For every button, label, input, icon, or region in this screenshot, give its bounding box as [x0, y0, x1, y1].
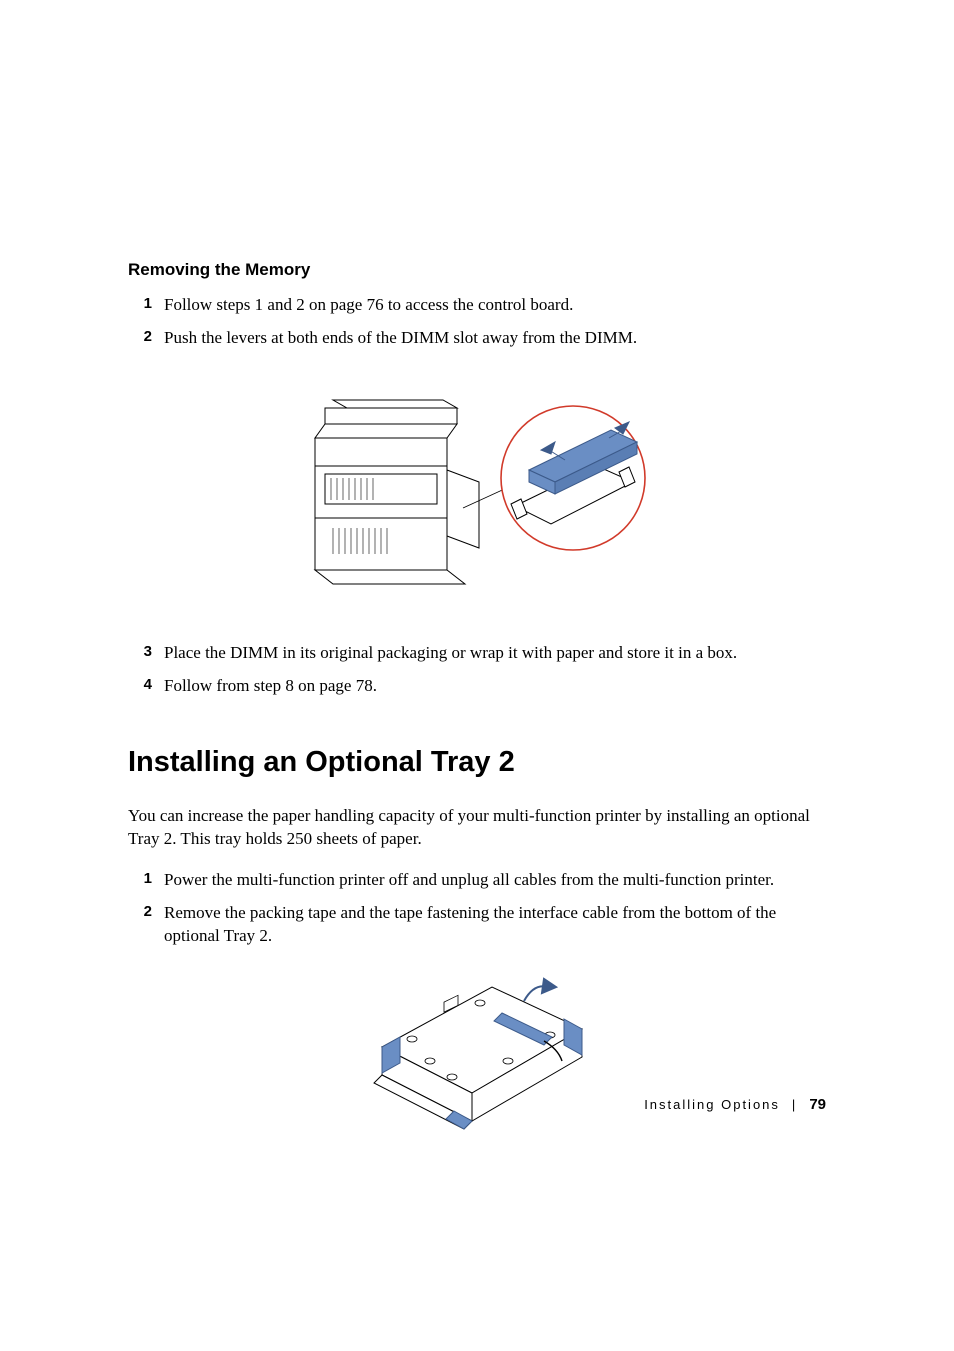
steps-list-b: 3 Place the DIMM in its original packagi…: [128, 642, 826, 698]
step-text: Push the levers at both ends of the DIMM…: [164, 327, 826, 350]
step-item: 1 Follow steps 1 and 2 on page 76 to acc…: [128, 294, 826, 317]
step-text: Remove the packing tape and the tape fas…: [164, 902, 826, 948]
step-number: 3: [128, 642, 152, 660]
step-text: Follow steps 1 and 2 on page 76 to acces…: [164, 294, 826, 317]
intro-paragraph: You can increase the paper handling capa…: [128, 805, 826, 851]
step-item: 1 Power the multi-function printer off a…: [128, 869, 826, 892]
step-number: 2: [128, 902, 152, 920]
step-number: 1: [128, 294, 152, 312]
figure-printer-dimm: [128, 378, 826, 608]
step-text: Power the multi-function printer off and…: [164, 869, 826, 892]
footer-section-label: Installing Options: [644, 1097, 780, 1112]
page-footer: Installing Options | 79: [644, 1096, 826, 1113]
step-item: 2 Push the levers at both ends of the DI…: [128, 327, 826, 350]
step-number: 2: [128, 327, 152, 345]
step-number: 1: [128, 869, 152, 887]
document-page: Removing the Memory 1 Follow steps 1 and…: [0, 0, 954, 1351]
steps-list-a: 1 Follow steps 1 and 2 on page 76 to acc…: [128, 294, 826, 350]
footer-page-number: 79: [809, 1096, 826, 1113]
step-text: Follow from step 8 on page 78.: [164, 675, 826, 698]
figure-tray2: [128, 965, 826, 1145]
section-heading-removing-memory: Removing the Memory: [128, 260, 826, 280]
step-item: 2 Remove the packing tape and the tape f…: [128, 902, 826, 948]
step-item: 3 Place the DIMM in its original packagi…: [128, 642, 826, 665]
steps-list-tray2: 1 Power the multi-function printer off a…: [128, 869, 826, 948]
step-text: Place the DIMM in its original packaging…: [164, 642, 826, 665]
footer-separator: |: [792, 1097, 797, 1112]
section-heading-tray2: Installing an Optional Tray 2: [128, 746, 826, 779]
step-number: 4: [128, 675, 152, 693]
step-item: 4 Follow from step 8 on page 78.: [128, 675, 826, 698]
